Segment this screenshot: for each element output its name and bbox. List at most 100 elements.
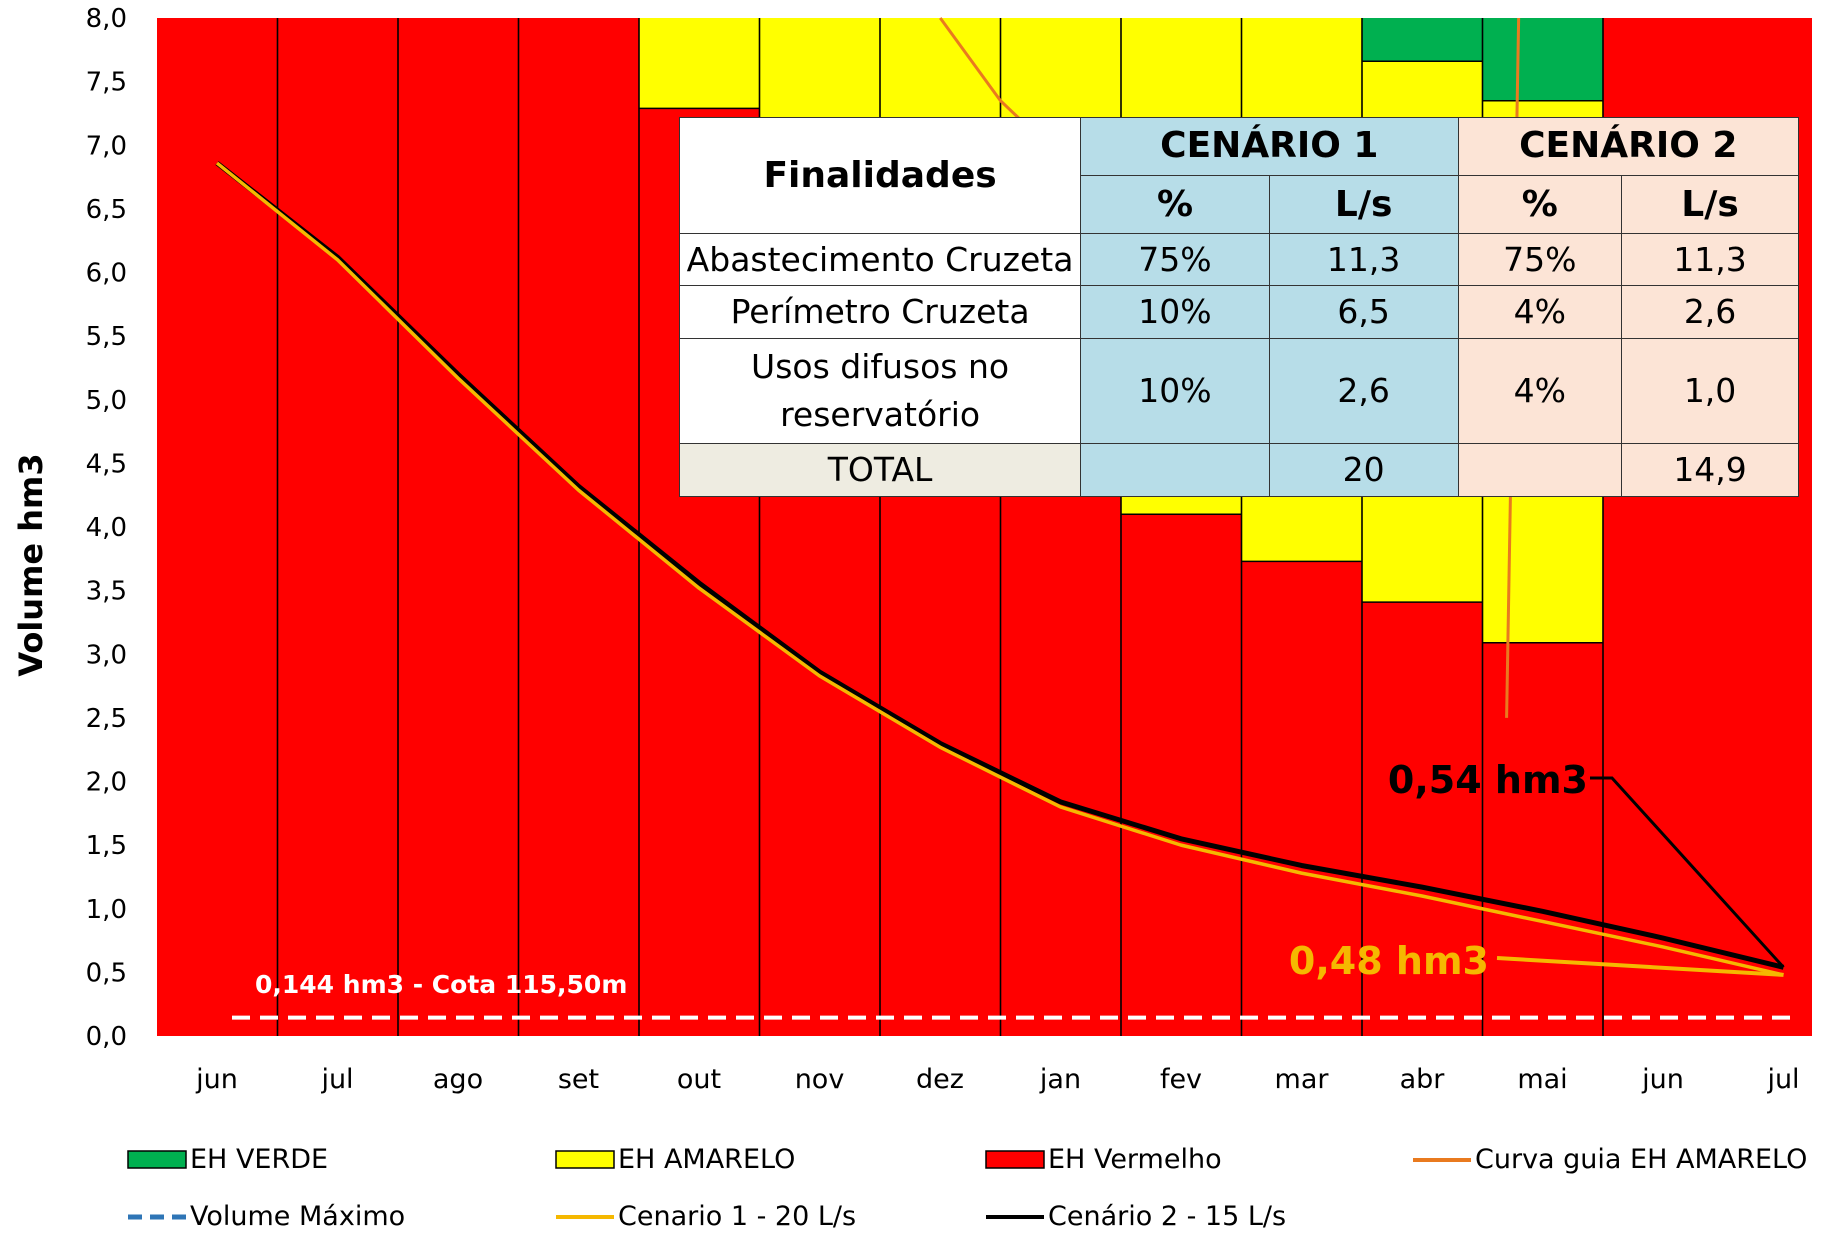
x-tick-label: jul — [320, 1064, 353, 1095]
row-c1-pct: 10% — [1080, 337, 1270, 444]
x-tick-label: jul — [1766, 1064, 1799, 1095]
cenario2-pct-header: % — [1457, 175, 1623, 235]
zone-amarelo-bar — [759, 18, 880, 120]
cenario2-header: CENÁRIO 2 — [1457, 116, 1800, 177]
row-c1-pct: 10% — [1080, 285, 1270, 339]
total-c1-pct — [1080, 442, 1270, 498]
y-axis-label: Volume hm3 — [12, 453, 50, 676]
x-tick-label: ago — [433, 1064, 483, 1095]
zone-vermelho-bar — [518, 18, 639, 1036]
scenario-lines — [215, 161, 1785, 977]
legend-swatch — [985, 1150, 1045, 1169]
row-c1-ls: 11,3 — [1268, 233, 1459, 287]
x-tick-label: jun — [195, 1064, 238, 1095]
x-tick-label: fev — [1160, 1064, 1202, 1095]
zone-vermelho-bar — [277, 18, 398, 1036]
x-tick-label: mai — [1517, 1064, 1567, 1095]
y-tick-label: 5,0 — [86, 386, 127, 416]
row-c2-ls: 2,6 — [1621, 285, 1799, 339]
y-tick-label: 7,0 — [86, 131, 127, 161]
c2-end-annotation: 0,54 hm3 — [1388, 758, 1588, 802]
x-tick-label: nov — [795, 1064, 845, 1095]
row-name: Usos difusos no reservatório — [678, 337, 1082, 444]
table-row: Usos difusos no reservatório 10% 2,6 4% … — [678, 337, 1799, 444]
y-tick-label: 0,0 — [86, 1022, 127, 1052]
y-axis: 0,0 0,5 1,0 1,5 2,0 2,5 3,0 3,5 4,0 4,5 5,0 5,5 6,0 6… — [86, 4, 127, 1052]
zone-vermelho-bar — [1121, 514, 1242, 1036]
x-tick-label: mar — [1275, 1064, 1330, 1095]
row-c1-pct: 75% — [1080, 233, 1270, 287]
legend-label: Volume Máximo — [190, 1201, 405, 1232]
row-c1-ls: 2,6 — [1268, 337, 1459, 444]
legend-label: Cenário 2 - 15 L/s — [1048, 1201, 1286, 1232]
annotations: 0,144 hm3 - Cota 115,50m 0,54 hm3 0,48 hm3 — [255, 758, 1785, 999]
legend-label: EH Vermelho — [1048, 1144, 1222, 1175]
cenario-1-line — [215, 161, 1784, 977]
y-tick-label: 4,5 — [86, 449, 127, 479]
c1-leader-line — [1496, 956, 1784, 977]
cenario-2-line — [215, 161, 1785, 970]
finalidades-header: Finalidades — [678, 116, 1082, 235]
c1-end-annotation: 0,48 hm3 — [1289, 939, 1489, 983]
zone-vermelho-bar — [1362, 602, 1483, 1036]
x-tick-label: jan — [1039, 1064, 1081, 1095]
row-name: Perímetro Cruzeta — [678, 285, 1082, 339]
y-tick-label: 0,5 — [86, 958, 127, 988]
total-label: TOTAL — [678, 442, 1082, 498]
cenario1-pct-header: % — [1080, 175, 1270, 235]
y-tick-label: 3,5 — [86, 577, 127, 607]
row-c2-ls: 11,3 — [1621, 233, 1799, 287]
zone-verde-bar — [1362, 18, 1483, 62]
x-tick-label: out — [677, 1064, 721, 1095]
cenario1-header: CENÁRIO 1 — [1080, 116, 1459, 177]
row-name: Abastecimento Cruzeta — [678, 233, 1082, 287]
table-row: Perímetro Cruzeta 10% 6,5 4% 2,6 — [678, 285, 1799, 339]
table-row: Abastecimento Cruzeta 75% 11,3 75% 11,3 — [678, 233, 1799, 287]
legend-label: EH VERDE — [190, 1144, 328, 1175]
row-c2-pct: 75% — [1457, 233, 1623, 287]
c2-leader-line — [1590, 776, 1785, 969]
y-tick-label: 1,0 — [86, 895, 127, 925]
y-tick-label: 3,0 — [86, 640, 127, 670]
legend-swatch — [555, 1150, 615, 1169]
table-total-row: TOTAL 20 14,9 — [678, 442, 1799, 498]
cota-annotation: 0,144 hm3 - Cota 115,50m — [255, 970, 627, 999]
row-c2-pct: 4% — [1457, 285, 1623, 339]
y-tick-label: 6,0 — [86, 259, 127, 289]
legend-label: EH AMARELO — [618, 1144, 795, 1175]
legend-label: Cenario 1 - 20 L/s — [618, 1201, 856, 1232]
cenario2-ls-header: L/s — [1621, 175, 1799, 235]
zone-vermelho-bar — [398, 18, 519, 1036]
x-tick-label: dez — [916, 1064, 964, 1095]
row-c2-pct: 4% — [1457, 337, 1623, 444]
y-tick-label: 7,5 — [86, 68, 127, 98]
cenario1-ls-header: L/s — [1268, 175, 1459, 235]
total-c2-ls: 14,9 — [1621, 442, 1799, 498]
legend: EH VERDE EH AMARELO EH Vermelho Curva guia … — [127, 1144, 1807, 1232]
y-tick-label: 6,5 — [86, 195, 127, 225]
zone-vermelho-bar — [157, 18, 278, 1036]
y-tick-label: 2,5 — [86, 704, 127, 734]
total-c1-ls: 20 — [1268, 442, 1459, 498]
y-tick-label: 4,0 — [86, 513, 127, 543]
row-c1-ls: 6,5 — [1268, 285, 1459, 339]
zone-verde-bar — [1482, 18, 1603, 101]
x-axis: jun jul ago set out nov dez jan fev mar abr mai jun j… — [195, 1064, 1799, 1095]
x-tick-label: set — [558, 1064, 599, 1095]
y-tick-label: 5,5 — [86, 322, 127, 352]
y-tick-label: 8,0 — [86, 4, 127, 34]
zone-bars — [157, 18, 1812, 1037]
finalidades-table: Finalidades CENÁRIO 1 CENÁRIO 2 % L/s % … — [678, 116, 1800, 498]
zone-vermelho-bar — [1241, 561, 1362, 1036]
y-tick-label: 2,0 — [86, 768, 127, 798]
x-tick-label: abr — [1400, 1064, 1446, 1095]
zone-amarelo-bar — [639, 18, 760, 109]
zone-vermelho-bar — [1482, 642, 1603, 1036]
x-tick-label: jun — [1641, 1064, 1684, 1095]
legend-label: Curva guia EH AMARELO — [1475, 1144, 1807, 1175]
legend-swatch — [127, 1150, 187, 1169]
y-tick-label: 1,5 — [86, 831, 127, 861]
total-c2-pct — [1457, 442, 1623, 498]
row-c2-ls: 1,0 — [1621, 337, 1799, 444]
